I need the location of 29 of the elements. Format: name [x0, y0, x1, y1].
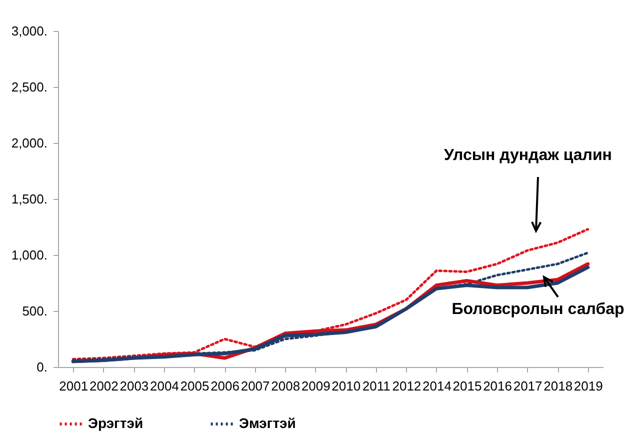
y-tick-label: 500.	[22, 304, 48, 318]
x-tick-label: 2002	[89, 378, 118, 394]
legend-label: Эмэгтэй	[239, 415, 296, 431]
y-tick-label: 2,000.	[11, 136, 48, 150]
x-tick-label: 2004	[150, 378, 179, 394]
y-tick-label: 2,500.	[11, 80, 48, 94]
x-tick-label: 2001	[59, 378, 88, 394]
x-tick-label: 2005	[180, 378, 210, 394]
x-tick-label: 2007	[240, 378, 270, 394]
x-tick-label: 2018	[544, 378, 573, 394]
x-tick-label: 2011	[362, 378, 390, 394]
x-tick-label: 2017	[513, 378, 542, 394]
x-tick-label: 2010	[332, 378, 361, 394]
y-tick-label: 1,500.	[11, 192, 48, 206]
x-tick-label: 2016	[483, 378, 512, 394]
x-tick-label: 2019	[574, 378, 603, 394]
x-tick-label: 2008	[271, 378, 300, 394]
x-tick-label: 2014	[422, 378, 452, 394]
y-tick-label: 1,000.	[11, 248, 48, 262]
y-tick-label: 3,000.	[11, 24, 48, 38]
x-tick-label: 2015	[452, 378, 482, 394]
x-tick-label: 2003	[120, 378, 149, 394]
annotation: Улсын дундаж цалин	[444, 147, 612, 164]
y-tick-label: 0.	[36, 360, 48, 374]
x-tick-label: 2009	[301, 378, 330, 394]
legend-label: Эрэгтэй	[88, 415, 144, 431]
annotation: Боловсролын салбар	[452, 301, 624, 318]
x-tick-label: 2012	[392, 378, 422, 394]
x-tick-label: 2006	[210, 378, 240, 394]
